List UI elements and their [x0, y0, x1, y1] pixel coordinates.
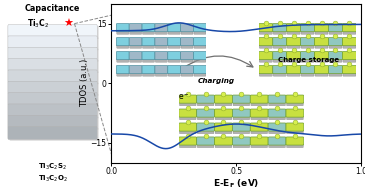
FancyBboxPatch shape	[9, 71, 99, 84]
Text: ★: ★	[63, 19, 73, 29]
FancyBboxPatch shape	[8, 115, 97, 128]
FancyBboxPatch shape	[8, 47, 97, 60]
FancyBboxPatch shape	[8, 59, 97, 71]
FancyBboxPatch shape	[9, 128, 99, 141]
FancyBboxPatch shape	[9, 94, 99, 107]
FancyBboxPatch shape	[9, 60, 99, 73]
FancyBboxPatch shape	[8, 104, 97, 117]
FancyBboxPatch shape	[8, 81, 97, 94]
Text: Ti$_3$C$_2$O$_2$: Ti$_3$C$_2$O$_2$	[38, 174, 68, 184]
FancyBboxPatch shape	[9, 26, 99, 39]
FancyBboxPatch shape	[8, 36, 97, 49]
FancyBboxPatch shape	[9, 49, 99, 62]
Text: e$^-$: e$^-$	[178, 92, 190, 102]
FancyBboxPatch shape	[8, 70, 97, 83]
FancyBboxPatch shape	[9, 37, 99, 50]
FancyBboxPatch shape	[8, 25, 97, 37]
X-axis label: E-E$_\mathbf{F}$ (eV): E-E$_\mathbf{F}$ (eV)	[213, 178, 260, 189]
FancyBboxPatch shape	[9, 105, 99, 118]
Text: Charging: Charging	[198, 78, 235, 84]
FancyBboxPatch shape	[9, 83, 99, 96]
FancyBboxPatch shape	[8, 93, 97, 105]
Text: Ti$_3$C$_2$S$_2$: Ti$_3$C$_2$S$_2$	[38, 162, 67, 172]
Text: Capacitance: Capacitance	[25, 4, 80, 13]
FancyBboxPatch shape	[9, 117, 99, 130]
FancyBboxPatch shape	[8, 127, 97, 139]
Text: Ti$_3$C$_2$: Ti$_3$C$_2$	[27, 17, 50, 30]
Text: Charge storage: Charge storage	[278, 57, 339, 63]
Y-axis label: TDOS (a.u.): TDOS (a.u.)	[80, 59, 89, 107]
